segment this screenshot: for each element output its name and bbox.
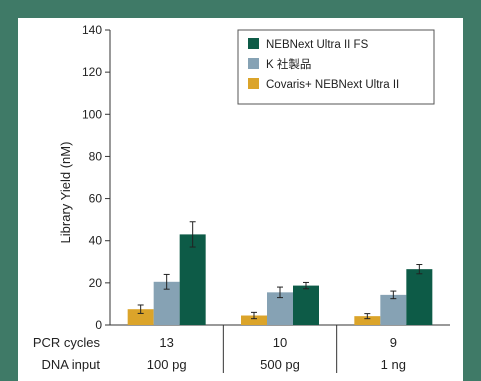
bar [406,269,433,325]
legend-label: K 社製品 [266,57,311,71]
legend-label: Covaris+ NEBNext Ultra II [266,79,399,91]
y-axis-title: Library Yield (nM) [58,142,73,244]
legend-swatch [248,58,259,69]
legend-swatch [248,38,259,49]
y-tick-label: 40 [89,234,103,248]
dna-input-value: 500 pg [260,357,300,372]
pcr-cycles-value: 9 [390,335,397,350]
y-tick-label: 140 [82,23,102,37]
bar [354,316,381,325]
legend-box [237,29,435,105]
bar [179,234,206,325]
legend-swatch [248,78,259,89]
bar [241,315,267,325]
y-tick-label: 20 [89,276,103,290]
pcr-cycles-value: 13 [159,335,173,350]
dna-input-value: 100 pg [147,357,187,372]
dna-input-label: DNA input [41,357,100,372]
y-tick-label: 80 [89,149,103,163]
y-tick-label: 100 [82,107,102,121]
legend-label: NEBNext Ultra II FS [266,39,369,51]
bar [293,285,319,325]
bar-chart: 0 20 40 60 80 100 120 140 Library Yield (nM) 13 10… [33,23,450,373]
pcr-cycles-value: 10 [273,335,287,350]
bar [380,294,407,325]
pcr-cycles-label: PCR cycles [33,335,101,350]
dna-input-value: 1 ng [381,357,406,372]
chart-legend: NEBNext Ultra II FS K 社製品 Covaris+ NEBNext… [237,29,435,105]
y-tick-label: 120 [82,65,102,79]
chart-panel: 0 20 40 60 80 100 120 140 Library Yield (nM) 13 10… [18,18,463,381]
chart-bars [127,221,433,325]
y-tick-label: 0 [95,318,102,332]
y-tick-label: 60 [89,192,103,206]
bar [127,309,154,325]
